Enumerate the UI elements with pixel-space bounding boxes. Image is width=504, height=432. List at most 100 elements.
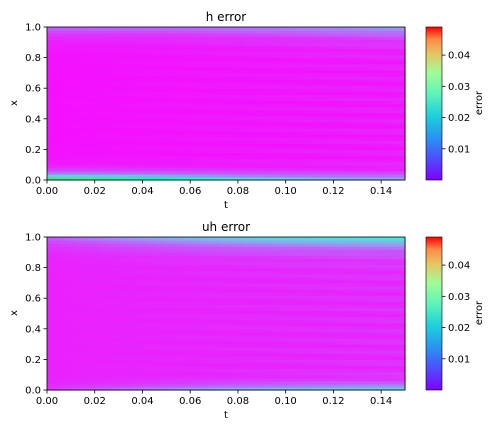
- heatmap-cell: [82, 325, 90, 330]
- heatmap-cell: [64, 337, 72, 342]
- heatmap-cell: [220, 33, 227, 37]
- heatmap-cell: [214, 30, 221, 34]
- heatmap-cell: [381, 69, 388, 74]
- heatmap-cell: [124, 322, 132, 327]
- heatmap-cell: [226, 276, 233, 281]
- y-tick-label: 0.2: [25, 145, 41, 156]
- heatmap-cell: [214, 42, 221, 46]
- heatmap-cell: [118, 316, 126, 321]
- heatmap-cell: [124, 347, 132, 351]
- heatmap-cell: [172, 45, 179, 50]
- heatmap-cell: [130, 295, 138, 299]
- heatmap-cell: [375, 155, 382, 160]
- heatmap-cell: [76, 140, 84, 144]
- heatmap-cell: [172, 289, 179, 293]
- heatmap-cell: [237, 377, 245, 382]
- heatmap-cell: [118, 240, 126, 244]
- heatmap-cell: [303, 33, 311, 37]
- heatmap-cell: [214, 362, 221, 367]
- heatmap-cell: [369, 57, 376, 62]
- heatmap-cell: [184, 42, 191, 46]
- heatmap-cell: [297, 27, 305, 31]
- heatmap-cell: [88, 75, 96, 80]
- heatmap-cell: [255, 365, 263, 370]
- heatmap-cell: [70, 341, 78, 345]
- heatmap-cell: [64, 69, 72, 74]
- heatmap-cell: [303, 72, 311, 77]
- heatmap-cell: [339, 75, 346, 80]
- heatmap-cell: [88, 368, 96, 373]
- heatmap-cell: [64, 152, 72, 157]
- heatmap-cell: [148, 328, 155, 333]
- heatmap-cell: [243, 273, 251, 278]
- heatmap-cell: [237, 48, 245, 53]
- heatmap-cell: [231, 292, 239, 296]
- heatmap-cell: [100, 146, 108, 150]
- heatmap-cell: [208, 356, 215, 360]
- heatmap-cell: [351, 94, 358, 98]
- heatmap-cell: [357, 42, 364, 46]
- heatmap-cell: [47, 91, 54, 95]
- heatmap-cell: [148, 319, 155, 324]
- heatmap-cell: [94, 295, 102, 299]
- heatmap-cell: [82, 51, 90, 56]
- heatmap-cell: [261, 164, 269, 169]
- heatmap-cell: [106, 362, 114, 367]
- heatmap-cell: [82, 72, 90, 77]
- heatmap-cell: [70, 112, 78, 117]
- heatmap-cell: [333, 106, 340, 111]
- heatmap-cell: [214, 353, 221, 357]
- heatmap-cell: [315, 75, 323, 80]
- heatmap-cell: [100, 45, 108, 50]
- heatmap-cell: [202, 301, 209, 305]
- heatmap-cell: [237, 158, 245, 163]
- heatmap-cell: [184, 140, 191, 144]
- heatmap-cell: [136, 88, 144, 92]
- heatmap-cell: [237, 362, 245, 367]
- heatmap-cell: [100, 127, 108, 132]
- heatmap-cell: [178, 386, 185, 391]
- heatmap-cell: [285, 152, 293, 157]
- heatmap-cell: [214, 149, 221, 154]
- heatmap-cell: [255, 85, 263, 89]
- heatmap-cell: [100, 143, 108, 147]
- heatmap-cell: [47, 270, 54, 275]
- heatmap-cell: [70, 146, 78, 150]
- heatmap-cell: [94, 298, 102, 302]
- heatmap-cell: [231, 267, 239, 272]
- heatmap-cell: [321, 158, 329, 163]
- heatmap-cell: [279, 137, 287, 141]
- heatmap-cell: [106, 170, 114, 175]
- heatmap-cell: [267, 322, 275, 327]
- heatmap-cell: [333, 88, 340, 92]
- heatmap-cell: [94, 279, 102, 284]
- heatmap-cell: [64, 100, 72, 105]
- heatmap-cell: [375, 72, 382, 77]
- heatmap-cell: [52, 33, 60, 37]
- heatmap-cell: [285, 51, 293, 56]
- heatmap-cell: [208, 134, 215, 138]
- heatmap-cell: [333, 72, 340, 77]
- heatmap-cell: [82, 103, 90, 108]
- heatmap-cell: [261, 94, 269, 98]
- heatmap-cell: [47, 121, 54, 126]
- heatmap-cell: [106, 164, 114, 169]
- heatmap-cell: [178, 39, 185, 43]
- heatmap-cell: [220, 356, 227, 360]
- heatmap-cell: [100, 264, 108, 269]
- heatmap-cell: [154, 276, 161, 281]
- heatmap-cell: [190, 307, 197, 312]
- heatmap-cell: [399, 36, 406, 40]
- heatmap-cell: [255, 124, 263, 129]
- heatmap-cell: [52, 377, 60, 382]
- heatmap-cell: [267, 292, 275, 296]
- heatmap-cell: [70, 27, 78, 31]
- heatmap-cell: [52, 27, 60, 31]
- heatmap-cell: [130, 344, 138, 348]
- heatmap-cell: [399, 91, 406, 95]
- heatmap-cell: [154, 79, 161, 83]
- heatmap-cell: [351, 146, 358, 150]
- heatmap-cell: [142, 322, 150, 327]
- heatmap-cell: [261, 109, 269, 114]
- heatmap-cell: [231, 304, 239, 308]
